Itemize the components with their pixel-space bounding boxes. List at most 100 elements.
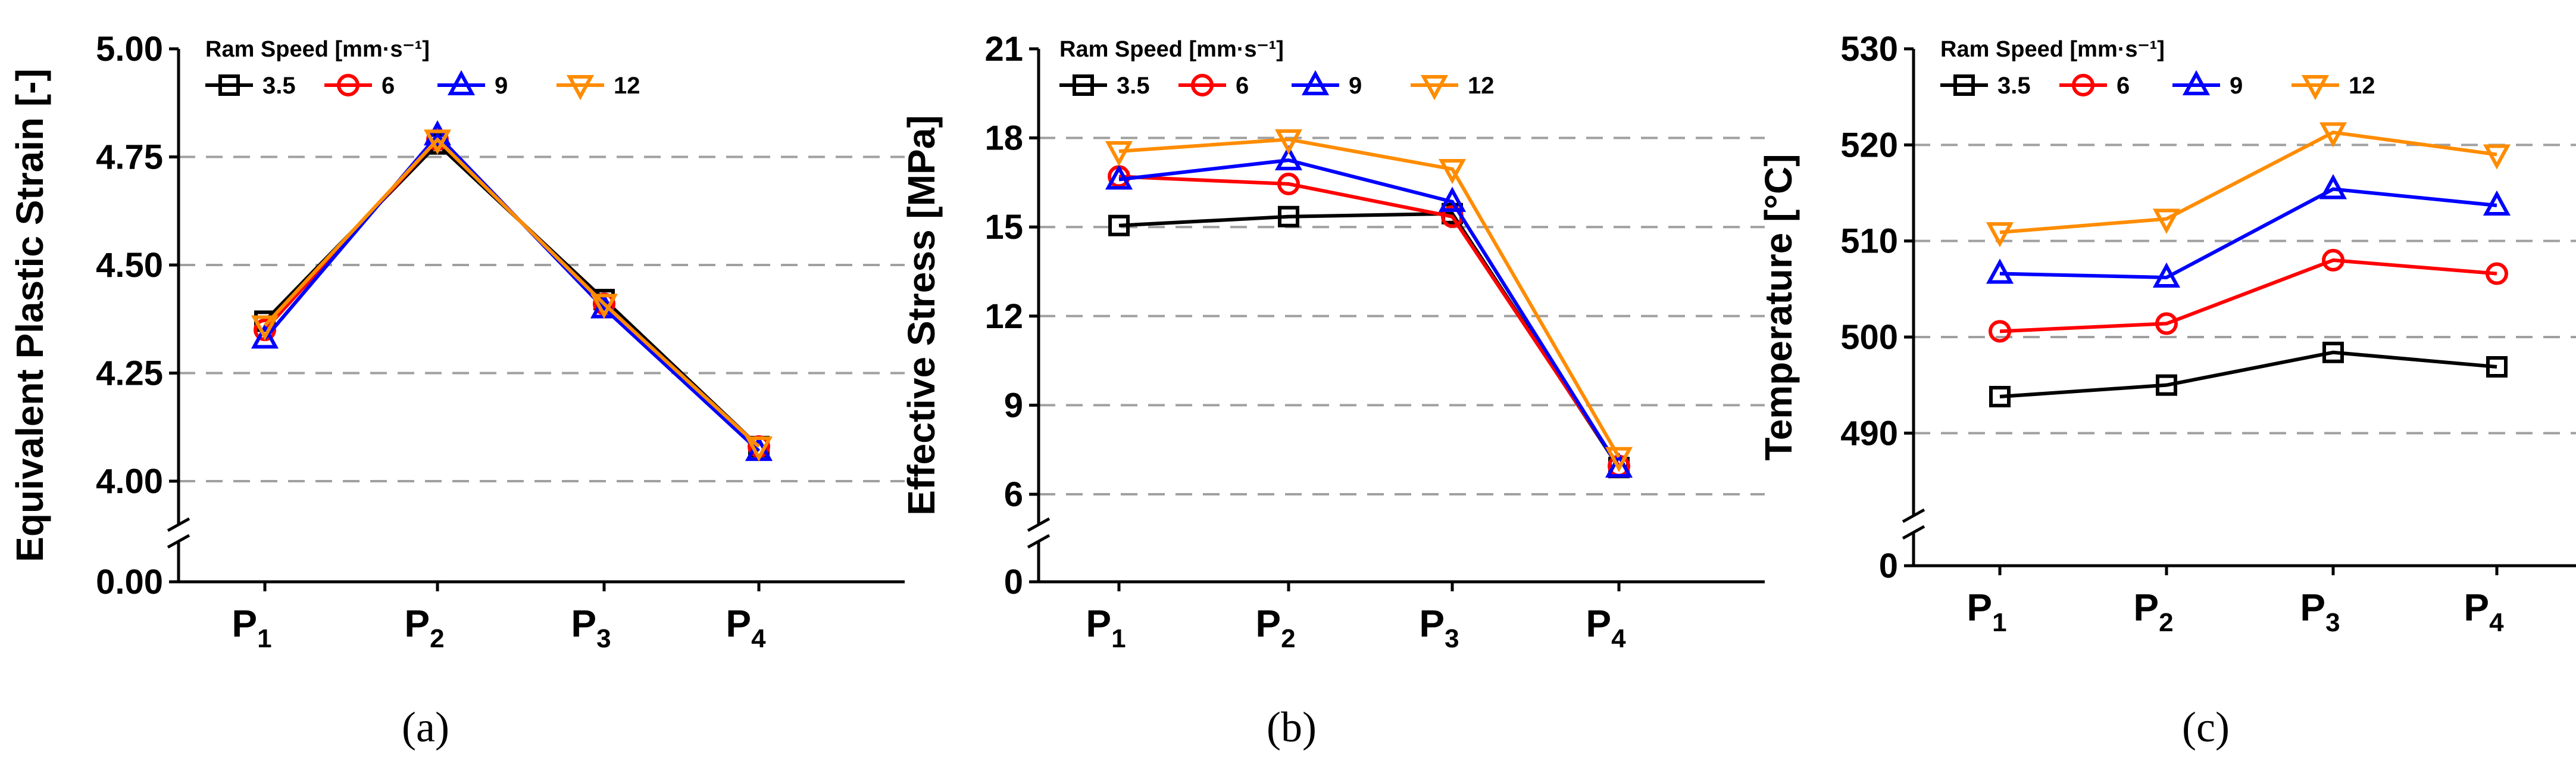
data-point-6-P2: [2155, 312, 2178, 335]
x-category-label: P3: [2300, 586, 2340, 637]
y-tick-label: 12: [984, 297, 1023, 336]
legend-title: Ram Speed [mm·s⁻¹]: [1059, 37, 1284, 62]
y-tick-label: 4.75: [96, 138, 163, 177]
y-tick-label: 520: [1840, 126, 1898, 164]
y-tick-label: 4.50: [96, 246, 163, 285]
legend-marker-12: [1420, 75, 1449, 101]
x-category-subscript: 1: [1111, 624, 1126, 653]
data-point-9-P2: [2152, 262, 2181, 288]
series-line-9: [1999, 187, 2497, 279]
axis-break-mark: [167, 534, 190, 549]
axis-break-mark: [1027, 517, 1051, 532]
y-tick-label: 530: [1840, 30, 1898, 68]
data-point-6-P2: [1277, 172, 1300, 195]
x-category-subscript: 1: [1992, 608, 2006, 637]
y-tick-label: 4.00: [96, 462, 163, 501]
data-point-12-P1: [1986, 222, 2014, 248]
legend-label-6: 6: [1236, 73, 1249, 99]
legend-label-9: 9: [2230, 73, 2243, 99]
x-category-subscript: 3: [1445, 624, 1459, 653]
data-point-12-P1: [251, 315, 279, 341]
legend-label-3.5: 3.5: [262, 73, 296, 99]
legend-marker-3.5: [218, 74, 240, 96]
x-category-label: P3: [571, 602, 611, 653]
x-category-main: P: [232, 602, 257, 645]
axis-break-mark: [1902, 525, 1925, 540]
x-category-subscript: 3: [2325, 608, 2340, 637]
y-tick-label: 15: [984, 208, 1023, 247]
series-line-3.5: [1118, 211, 1621, 469]
data-point-9-P3: [1438, 186, 1467, 212]
legend-label-9: 9: [1349, 73, 1362, 99]
axis-break-mark: [1027, 534, 1051, 549]
y-axis-title: Temperature [°C]: [1757, 154, 1800, 460]
panel-label: (b): [1267, 703, 1317, 751]
legend-label-12: 12: [1468, 73, 1495, 99]
data-point-12-P4: [745, 436, 773, 462]
x-category-subscript: 2: [430, 624, 444, 653]
series-line-12: [263, 137, 761, 448]
data-point-3.5-P3: [2322, 341, 2344, 363]
legend-label-12: 12: [614, 73, 640, 99]
x-category-label: P2: [1255, 602, 1295, 653]
y-tick-label: 510: [1840, 222, 1898, 261]
x-category-label: P1: [1086, 602, 1126, 653]
data-point-3.5-P4: [2486, 356, 2508, 378]
x-category-subscript: 4: [1611, 624, 1626, 653]
series-line-6: [1999, 258, 2497, 333]
legend-marker-6: [2072, 74, 2094, 96]
data-point-3.5-P1: [1989, 386, 2011, 408]
panel-label: (a): [402, 703, 449, 751]
legend-label-6: 6: [2117, 73, 2130, 99]
x-category-subscript: 3: [596, 624, 611, 653]
data-point-12-P3: [1438, 158, 1467, 185]
x-category-main: P: [2133, 586, 2159, 629]
data-point-12-P3: [590, 294, 618, 319]
data-point-6-P4: [2486, 262, 2508, 285]
legend-marker-9: [447, 70, 476, 95]
x-category-subscript: 4: [751, 624, 766, 653]
y-tick-label: 6: [1004, 475, 1023, 514]
series-line-9: [1118, 158, 1621, 469]
y-axis-title: Effective Stress [MPa]: [900, 115, 943, 515]
x-category-subscript: 2: [2159, 608, 2173, 637]
data-point-12-P4: [2483, 144, 2511, 170]
y-axis-title: Equivalent Plastic Strain [-]: [8, 68, 51, 562]
x-category-main: P: [404, 602, 430, 645]
x-category-label: P2: [2133, 586, 2173, 637]
x-category-label: P4: [726, 602, 766, 653]
x-category-label: P4: [1586, 602, 1626, 653]
data-point-9-P4: [1605, 452, 1633, 478]
y-tick-label: 500: [1840, 318, 1898, 357]
data-point-9-P4: [2483, 190, 2511, 216]
y-tick-label: 21: [984, 30, 1023, 68]
x-category-subscript: 2: [1281, 624, 1295, 653]
data-point-9-P1: [1986, 258, 2014, 284]
y-tick-label: 9: [1004, 386, 1023, 425]
y-tick-label: 0.00: [96, 563, 163, 601]
x-category-main: P: [571, 602, 596, 645]
panel-label: (c): [2182, 703, 2230, 751]
series-line-9: [263, 132, 761, 453]
x-category-subscript: 1: [257, 624, 271, 653]
data-point-3.5-P2: [1278, 205, 1299, 227]
y-tick-label: 18: [984, 119, 1023, 158]
legend-marker-9: [2182, 70, 2211, 95]
legend-marker-3.5: [1073, 74, 1094, 96]
axis-break-mark: [167, 517, 190, 532]
axis-break-mark: [1902, 508, 1925, 523]
data-point-9-P2: [1274, 145, 1303, 170]
x-category-main: P: [2300, 586, 2325, 629]
data-point-9-P3: [2319, 174, 2347, 199]
data-point-12-P2: [1274, 129, 1303, 155]
series-line-12: [1999, 130, 2497, 235]
series-line-12: [1118, 138, 1621, 459]
legend-marker-12: [2301, 75, 2330, 101]
legend-label-3.5: 3.5: [1117, 73, 1150, 99]
data-point-12-P4: [1605, 447, 1633, 472]
series-line-3.5: [263, 141, 761, 448]
y-tick-label: 490: [1840, 414, 1898, 453]
data-point-9-P2: [423, 120, 452, 146]
data-point-6-P1: [1989, 320, 2011, 343]
